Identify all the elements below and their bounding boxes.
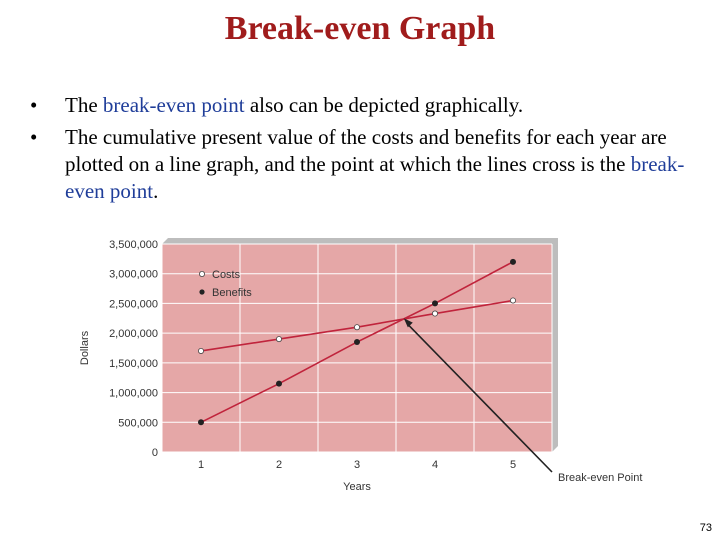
slide-title: Break-even Graph <box>224 10 496 47</box>
data-point <box>198 419 204 426</box>
bullet-text-highlight: break-even point <box>65 152 685 203</box>
bullet-list: • The break-even point also can be depict… <box>30 92 690 210</box>
y-tick-label: 2,000,000 <box>109 328 158 340</box>
x-tick-label: 5 <box>510 459 516 471</box>
data-point <box>276 380 282 387</box>
annotation-arrowhead <box>403 318 413 328</box>
data-point <box>354 339 360 346</box>
x-tick-label: 4 <box>432 459 438 471</box>
bullet-text-part: The <box>65 93 103 117</box>
annotation-arrow-line <box>407 323 553 473</box>
y-tick-label: 1,000,000 <box>109 388 158 400</box>
y-tick-label: 0 <box>152 447 158 459</box>
annotation-label: Break-even Point <box>558 472 642 484</box>
legend-label: Costs <box>212 269 241 281</box>
bullet-item: • The break-even point also can be depict… <box>30 92 690 119</box>
data-point <box>353 324 360 331</box>
bullet-text-highlight: break-even point <box>102 93 245 117</box>
legend-marker <box>199 289 205 295</box>
bullet-marker: • <box>30 125 38 149</box>
x-tick-label: 3 <box>354 459 360 471</box>
y-tick-label: 3,500,000 <box>109 239 158 251</box>
bullet-text-part: The cumulative present value of the cost… <box>65 125 667 176</box>
bullet-text-part: . <box>153 179 159 203</box>
y-tick-label: 1,500,000 <box>109 358 158 370</box>
y-tick-label: 2,500,000 <box>109 298 158 310</box>
data-point <box>197 347 204 354</box>
plot-background <box>162 244 552 452</box>
bullet-marker: • <box>30 93 38 117</box>
x-axis-title: Years <box>343 481 371 493</box>
legend-marker <box>198 270 205 277</box>
data-point <box>509 297 516 304</box>
x-tick-label: 1 <box>198 459 204 471</box>
bullet-text-part: also can be depicted graphically. <box>244 93 524 117</box>
legend-label: Benefits <box>212 287 252 299</box>
bullet-item: • The cumulative present value of the cos… <box>30 124 690 205</box>
data-point <box>275 336 282 343</box>
data-point <box>510 258 516 265</box>
y-tick-label: 500,000 <box>118 417 158 429</box>
y-tick-label: 3,000,000 <box>109 269 158 281</box>
x-tick-label: 2 <box>276 459 282 471</box>
data-point <box>431 310 438 317</box>
y-axis-title: Dollars <box>79 330 91 365</box>
page-number: 73 <box>699 522 712 534</box>
data-point <box>432 300 438 307</box>
